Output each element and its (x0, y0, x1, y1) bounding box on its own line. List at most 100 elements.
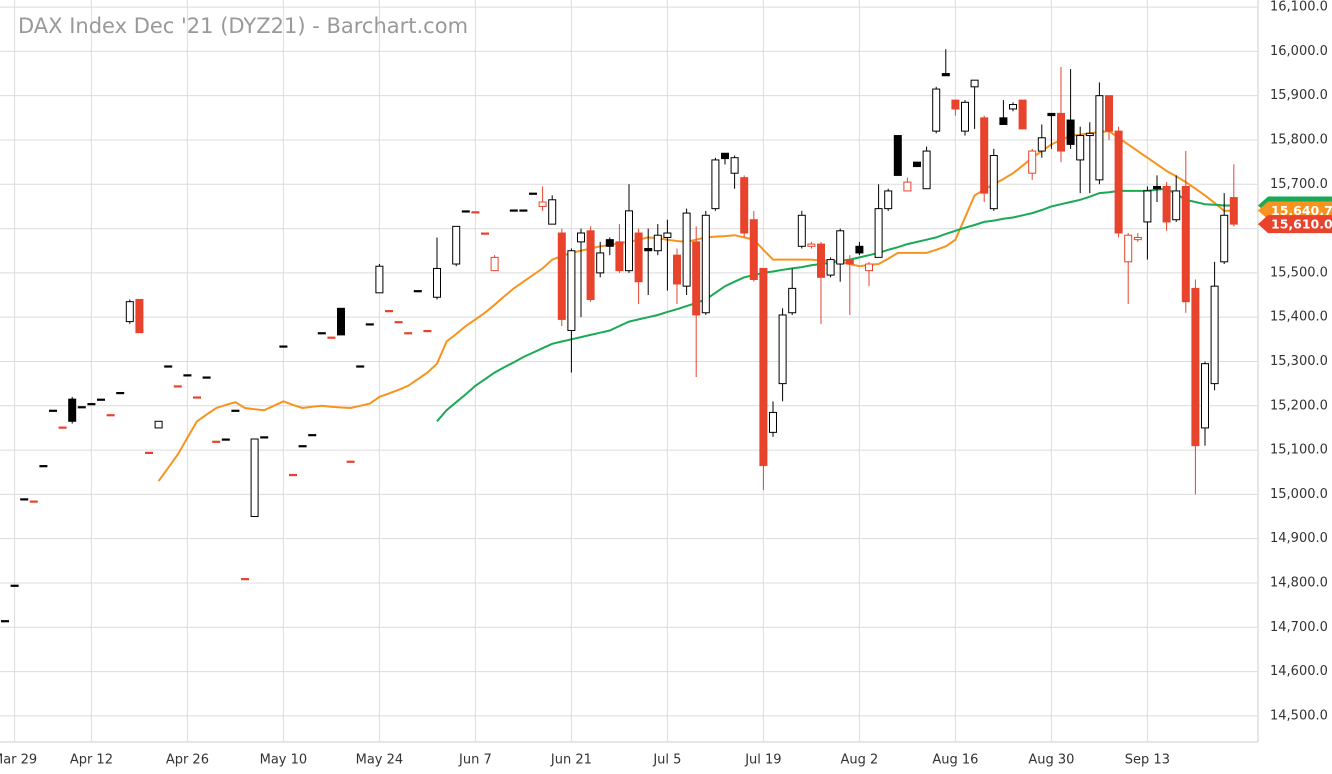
candle (423, 329, 432, 333)
candle-body (817, 243, 825, 278)
candle (1220, 193, 1229, 265)
x-tick-label: May 10 (260, 753, 308, 768)
candle-body (77, 406, 86, 409)
candle-body (1143, 190, 1152, 223)
candle (577, 228, 585, 318)
candle-body (1172, 190, 1181, 221)
candle (298, 445, 307, 448)
candle (39, 465, 48, 468)
candle-body (39, 465, 48, 468)
x-tick-label: May 24 (356, 753, 404, 768)
candle-body (394, 321, 403, 324)
candle (701, 210, 710, 315)
candle-body (740, 177, 749, 234)
candle (106, 414, 115, 417)
candle (913, 161, 921, 168)
y-tick-label: 15,200.0 (1270, 398, 1328, 413)
candle-body (634, 232, 643, 283)
x-tick-label: Aug 16 (932, 753, 978, 768)
candle (452, 225, 461, 267)
candle (327, 336, 336, 339)
y-tick-label: 14,800.0 (1270, 575, 1328, 590)
candle (865, 261, 873, 287)
candle-body (903, 181, 912, 192)
candle-body (797, 214, 806, 247)
y-tick-label: 16,100.0 (1270, 0, 1328, 15)
candle-body (1018, 99, 1027, 130)
candle (711, 157, 720, 211)
candle-body (1124, 234, 1133, 263)
candle (1076, 126, 1085, 194)
candle-body (548, 199, 557, 225)
candle-body (970, 79, 979, 88)
x-tick-label: Jun 7 (458, 753, 492, 768)
candle (241, 578, 249, 581)
candle-body (1181, 185, 1190, 303)
candle (989, 148, 998, 211)
candle-body (20, 498, 29, 501)
y-tick-label: 14,700.0 (1270, 620, 1328, 635)
candle-body (375, 265, 384, 294)
candle (1162, 182, 1171, 231)
candle (692, 226, 701, 377)
candle-body (1085, 132, 1094, 137)
candle-body (452, 225, 461, 265)
candle-body (106, 414, 115, 417)
candle (557, 228, 566, 327)
candle (749, 210, 758, 282)
candle-body (1133, 236, 1142, 241)
candle-body (481, 232, 489, 235)
candle-body (836, 230, 845, 265)
candle (903, 177, 912, 192)
candle-body (999, 117, 1008, 125)
candle (365, 323, 374, 326)
candle-body (893, 135, 902, 176)
y-tick-label: 15,400.0 (1270, 310, 1328, 325)
candle-body (913, 161, 921, 168)
candle (481, 232, 489, 235)
candle-body (327, 336, 336, 339)
candle (394, 321, 403, 324)
candle (922, 146, 931, 190)
candle-body (97, 398, 105, 401)
candle (1133, 233, 1142, 242)
candle (1009, 102, 1017, 112)
candle (845, 255, 854, 315)
candle-body (653, 234, 662, 252)
candle (634, 228, 643, 304)
candle-body (58, 426, 67, 429)
candle (260, 436, 269, 439)
candle-body (759, 267, 768, 467)
candle-body (1028, 150, 1037, 174)
candle (1153, 175, 1161, 203)
candle (433, 237, 441, 300)
candle-body (29, 500, 38, 503)
candle-body (308, 434, 317, 437)
candle (97, 398, 105, 401)
candle (1105, 95, 1113, 140)
candle (721, 152, 729, 165)
candle-body (605, 239, 614, 247)
candle (941, 49, 950, 77)
candle (337, 307, 345, 336)
candle-body (567, 250, 576, 331)
candle (385, 310, 393, 313)
y-tick-label: 15,800.0 (1270, 132, 1328, 147)
candle (1066, 69, 1075, 149)
candle (183, 374, 192, 377)
candle-body (1201, 363, 1209, 429)
candle-body (749, 219, 758, 281)
candle-body (682, 212, 691, 287)
candle (356, 365, 365, 368)
candle (1172, 175, 1181, 222)
candle-body (49, 409, 57, 412)
candle (135, 298, 144, 334)
candle (932, 86, 941, 134)
candle-body (356, 365, 365, 368)
candle-body (826, 259, 835, 276)
candle (49, 409, 57, 412)
candle-body (289, 473, 297, 477)
candle-body (1009, 104, 1017, 110)
candle (164, 365, 173, 368)
candle (673, 248, 681, 304)
